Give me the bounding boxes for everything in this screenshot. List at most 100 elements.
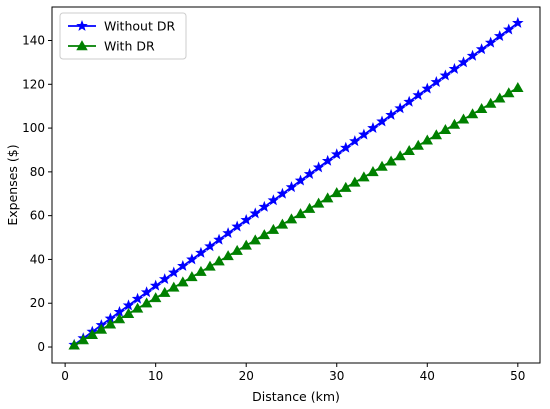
y-tick-label: 140 — [22, 33, 45, 47]
data-point — [86, 328, 99, 339]
data-point — [222, 250, 234, 261]
data-point — [475, 103, 488, 114]
x-tick-label: 40 — [420, 369, 435, 383]
data-point — [412, 89, 424, 101]
series-layer — [68, 16, 524, 350]
y-tick-label: 60 — [30, 209, 45, 223]
data-point — [484, 36, 497, 48]
data-point — [213, 233, 225, 245]
data-point — [457, 56, 470, 68]
data-point — [376, 115, 388, 127]
axes-layer: 0 10 20 30 40 50 0 20 40 60 80 100 120 140 — [22, 33, 525, 383]
data-point — [358, 128, 370, 140]
data-point — [158, 273, 171, 285]
data-point — [358, 171, 370, 182]
data-point — [466, 49, 479, 61]
data-point — [249, 234, 261, 245]
data-point — [140, 297, 153, 308]
data-point — [168, 281, 180, 292]
data-point — [122, 307, 135, 318]
data-point — [159, 286, 171, 297]
data-point — [403, 145, 415, 156]
data-point — [131, 292, 144, 304]
x-tick-label: 50 — [510, 369, 525, 383]
series-1 — [68, 16, 524, 350]
data-point — [68, 339, 80, 350]
data-point — [367, 122, 379, 133]
data-point — [294, 174, 307, 186]
data-point — [349, 135, 361, 147]
data-point — [195, 265, 207, 276]
data-point — [385, 155, 397, 166]
data-point — [340, 141, 352, 153]
data-point — [412, 139, 424, 150]
x-tick-label: 30 — [329, 369, 344, 383]
data-point — [249, 207, 262, 219]
data-point — [294, 208, 307, 219]
data-point — [448, 118, 461, 129]
data-point — [475, 43, 488, 55]
data-point — [439, 124, 452, 135]
data-point — [204, 260, 216, 271]
data-point — [457, 113, 470, 124]
legend-marker — [76, 19, 88, 31]
data-point — [430, 76, 443, 87]
data-point — [340, 181, 352, 192]
data-point — [303, 202, 316, 213]
data-point — [330, 148, 343, 160]
data-point — [104, 318, 117, 329]
data-point — [177, 276, 189, 287]
y-axis-label: Expenses ($) — [5, 144, 20, 225]
data-point — [204, 240, 216, 252]
data-point — [276, 187, 289, 199]
data-point — [439, 69, 452, 81]
data-point — [303, 167, 316, 179]
data-point — [258, 200, 271, 212]
data-point — [122, 299, 135, 311]
data-point — [512, 81, 524, 92]
legend-label: With DR — [104, 39, 155, 54]
data-point — [367, 166, 379, 177]
data-point — [321, 192, 334, 203]
data-point — [168, 266, 180, 278]
data-point — [231, 220, 243, 232]
data-point — [421, 82, 434, 94]
data-point — [376, 160, 388, 171]
data-point — [385, 108, 397, 120]
x-tick-label: 20 — [239, 369, 254, 383]
data-point — [512, 16, 524, 28]
data-point — [403, 95, 415, 107]
legend: Without DR With DR — [59, 12, 187, 60]
data-point — [421, 134, 433, 145]
data-point — [484, 97, 497, 108]
y-tick-label: 0 — [37, 340, 45, 354]
data-point — [331, 187, 343, 198]
series-2 — [68, 81, 524, 350]
data-point — [231, 244, 243, 255]
data-point — [285, 213, 298, 224]
legend-label: Without DR — [104, 19, 175, 34]
x-tick-label: 0 — [61, 369, 69, 383]
data-point — [312, 197, 325, 208]
data-point — [394, 102, 406, 114]
data-point — [213, 255, 225, 266]
data-point — [430, 129, 443, 140]
data-point — [95, 323, 108, 334]
series-line — [73, 22, 519, 346]
data-point — [149, 279, 162, 291]
legend-frame — [59, 12, 187, 60]
data-point — [466, 108, 479, 119]
data-point — [131, 302, 144, 313]
data-point — [77, 334, 89, 345]
data-point — [285, 181, 298, 193]
data-point — [240, 213, 252, 225]
legend-marker — [76, 40, 88, 51]
data-point — [177, 259, 189, 271]
data-point — [149, 292, 162, 303]
data-point — [448, 62, 461, 74]
data-point — [113, 313, 126, 324]
x-tick-label: 10 — [148, 369, 163, 383]
plot-frame — [51, 6, 541, 364]
data-point — [493, 30, 506, 42]
data-point — [240, 239, 252, 250]
